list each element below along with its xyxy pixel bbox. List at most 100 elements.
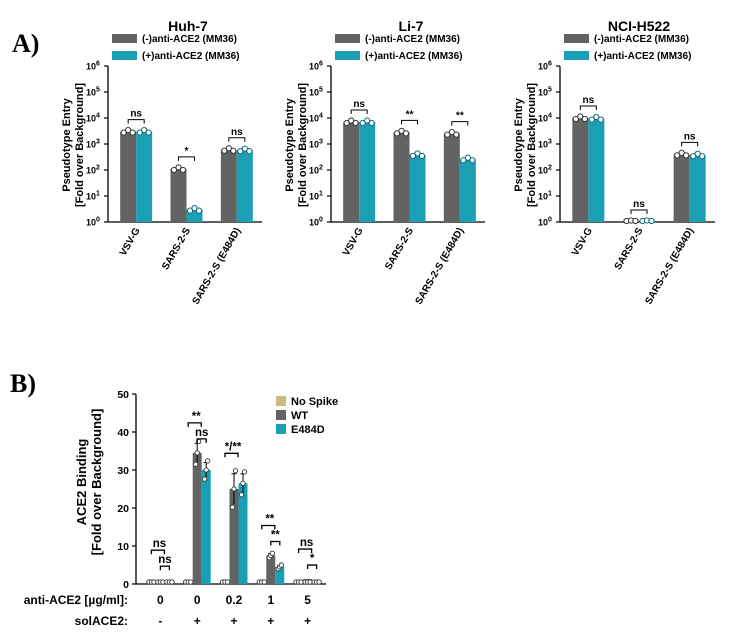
data-point <box>188 579 194 585</box>
data-point <box>230 147 237 154</box>
bar <box>238 483 248 584</box>
significance-label: */** <box>225 441 242 453</box>
data-point <box>237 148 244 155</box>
data-point <box>175 164 182 171</box>
legend-swatch <box>276 424 286 434</box>
data-point <box>241 145 248 152</box>
y-tick-base: 10 <box>538 140 548 150</box>
significance-bracket <box>261 524 276 530</box>
data-point <box>193 461 199 467</box>
y-tick-label: 104 <box>86 113 100 124</box>
x-tick-label: 5 <box>304 593 311 607</box>
data-point <box>195 207 203 214</box>
data-point <box>464 154 471 161</box>
data-point <box>418 152 426 160</box>
x-tick-label: 0 <box>157 593 164 607</box>
y-axis-label-line1: ACE2 Binding <box>74 439 89 526</box>
y-tick-base: 10 <box>538 218 548 228</box>
data-point <box>229 504 236 510</box>
data-point <box>444 131 451 138</box>
y-tick-label: 40 <box>117 427 129 439</box>
y-tick-base: 10 <box>86 218 96 228</box>
bar <box>443 133 460 222</box>
y-tick-label: 106 <box>309 61 323 72</box>
data-point <box>238 492 245 498</box>
y-tick-label: 50 <box>117 389 129 401</box>
y-tick-base: 10 <box>86 140 96 150</box>
y-tick-label: 101 <box>538 191 552 202</box>
chart-title: NCI-H522 <box>608 18 670 34</box>
significance-label: ** <box>271 530 280 542</box>
significance-bracket <box>579 105 597 110</box>
y-tick-label: 106 <box>86 61 100 72</box>
chart-1: Li-7(-)anti-ACE2 (MM36) (+)anti-ACE2 (MM3… <box>284 18 485 307</box>
bar <box>170 168 187 222</box>
data-point <box>393 130 401 137</box>
x-tick-label: 0 <box>194 593 201 607</box>
significance-bracket <box>150 549 166 555</box>
significance-bracket <box>401 119 418 125</box>
data-point <box>409 152 417 160</box>
data-point <box>593 113 600 121</box>
solace2-label: + <box>194 614 201 628</box>
data-point <box>232 468 239 474</box>
data-point <box>261 579 267 585</box>
y-axis-label-line1: Pseudotype Entry <box>284 97 296 191</box>
data-point <box>678 149 685 156</box>
data-point <box>581 115 588 123</box>
significance-label: ** <box>192 411 201 423</box>
y-tick-exp: 4 <box>319 113 323 120</box>
y-axis-label: Pseudotype Entry[Fold over Background] <box>284 83 309 207</box>
data-point <box>469 157 476 164</box>
y-tick-exp: 3 <box>548 139 552 146</box>
y-tick-base: 10 <box>86 62 96 72</box>
y-tick-exp: 5 <box>96 87 100 94</box>
data-point <box>597 116 604 123</box>
y-tick-label: 0 <box>123 579 129 591</box>
y-tick-base: 10 <box>309 62 319 72</box>
y-tick-label: 103 <box>86 139 100 150</box>
data-point <box>231 486 237 492</box>
bar <box>588 118 605 222</box>
y-tick-exp: 2 <box>96 165 100 172</box>
data-point <box>674 152 681 159</box>
data-point <box>648 217 655 225</box>
bar <box>572 118 589 222</box>
solace2-label: - <box>158 614 162 628</box>
y-tick-exp: 6 <box>96 61 100 68</box>
data-point <box>402 130 410 137</box>
significance-label: ns <box>300 537 313 549</box>
y-tick-exp: 1 <box>548 191 552 198</box>
y-tick-exp: 6 <box>548 61 552 68</box>
y-axis-label: ACE2 Binding[Fold over Background] <box>74 409 104 556</box>
significance-bracket <box>350 109 368 115</box>
legend-swatch <box>335 51 360 60</box>
data-point <box>690 153 697 160</box>
significance-bracket <box>178 156 195 161</box>
data-point <box>352 119 359 127</box>
x-tick-label: SARS-2-S <box>613 226 646 272</box>
x-tick-label: 1 <box>267 593 274 607</box>
panel-b-label: B) <box>10 369 36 398</box>
bar <box>120 131 137 222</box>
significance-label: ** <box>406 109 414 120</box>
bar <box>266 555 276 584</box>
y-tick-base: 10 <box>86 88 96 98</box>
data-point <box>136 129 143 136</box>
y-tick-label: 30 <box>117 465 129 477</box>
y-tick-exp: 0 <box>548 217 552 224</box>
data-point <box>359 119 366 127</box>
significance-bracket <box>306 564 318 570</box>
legend-swatch <box>276 396 286 406</box>
x-tick-label: SARS-2-S <box>383 226 416 272</box>
solace2-label: + <box>267 614 274 628</box>
significance-label: ns <box>195 427 208 439</box>
data-point <box>572 115 579 123</box>
x-tick-label: SARS-2-S (E484D) <box>191 226 244 307</box>
legend-label: (-)anti-ACE2 (MM36) <box>365 34 460 45</box>
significance-label: ** <box>456 111 464 122</box>
y-tick-base: 10 <box>86 114 96 124</box>
y-tick-exp: 4 <box>548 113 552 120</box>
significance-bracket <box>451 121 469 126</box>
